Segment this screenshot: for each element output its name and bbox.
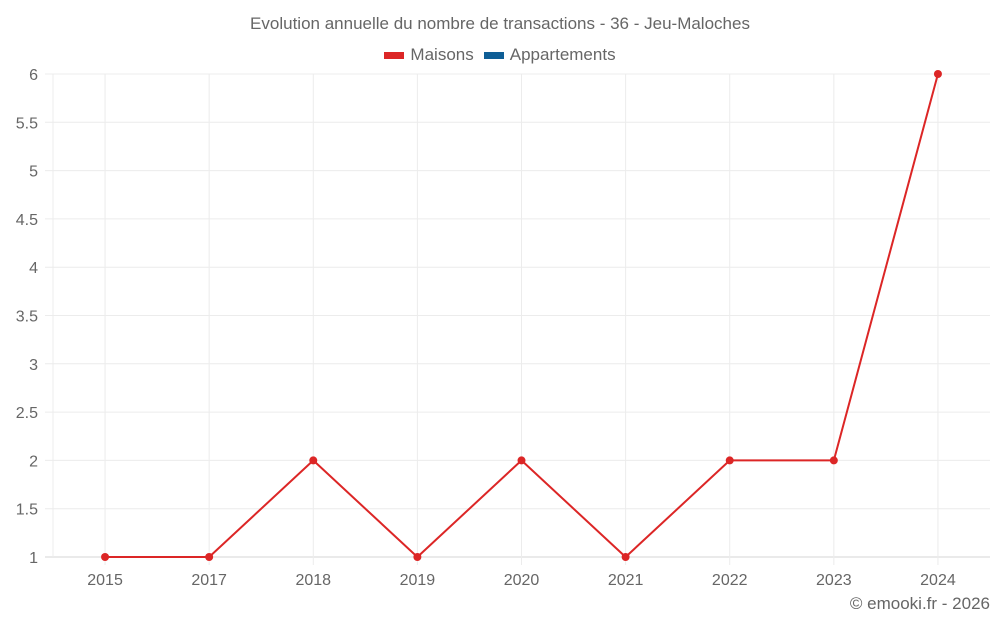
data-point[interactable] xyxy=(205,553,214,561)
data-point[interactable] xyxy=(829,456,838,465)
y-tick-label: 3 xyxy=(29,357,38,374)
data-point[interactable] xyxy=(517,456,526,465)
data-point[interactable] xyxy=(621,553,630,561)
y-tick-label: 4 xyxy=(29,260,38,277)
y-tick-label: 5 xyxy=(29,164,38,181)
x-tick-label: 2015 xyxy=(87,572,123,589)
x-tick-label: 2021 xyxy=(608,572,644,589)
x-tick-label: 2024 xyxy=(920,572,956,589)
data-point[interactable] xyxy=(725,456,734,465)
legend-swatch-appartements xyxy=(483,51,504,59)
data-point[interactable] xyxy=(413,553,422,561)
legend-swatch-maisons xyxy=(384,51,405,59)
y-tick-label: 2 xyxy=(29,453,38,470)
y-tick-label: 2.5 xyxy=(16,405,38,422)
x-tick-label: 2022 xyxy=(712,572,748,589)
y-tick-label: 1 xyxy=(29,550,38,567)
y-tick-label: 3.5 xyxy=(16,309,38,326)
x-tick-label: 2020 xyxy=(504,572,540,589)
x-tick-label: 2018 xyxy=(295,572,331,589)
legend-item-maisons[interactable]: Maisons xyxy=(384,45,474,65)
y-tick-label: 4.5 xyxy=(16,212,38,229)
legend-item-appartements[interactable]: Appartements xyxy=(483,45,616,65)
credit-text: © emooki.fr - 2026 xyxy=(849,594,990,613)
x-tick-label: 2023 xyxy=(816,572,852,589)
legend-label-maisons: Maisons xyxy=(410,45,474,64)
x-tick-label: 2017 xyxy=(191,572,227,589)
data-point[interactable] xyxy=(933,70,942,78)
y-tick-label: 6 xyxy=(29,67,38,84)
legend: Maisons Appartements xyxy=(0,45,1000,65)
legend-label-appartements: Appartements xyxy=(509,45,616,64)
y-tick-label: 1.5 xyxy=(16,502,38,519)
data-point[interactable] xyxy=(101,553,110,561)
x-tick-label: 2019 xyxy=(400,572,436,589)
y-tick-label: 5.5 xyxy=(16,115,38,132)
chart-title: Evolution annuelle du nombre de transact… xyxy=(250,14,750,33)
data-point[interactable] xyxy=(309,456,318,465)
